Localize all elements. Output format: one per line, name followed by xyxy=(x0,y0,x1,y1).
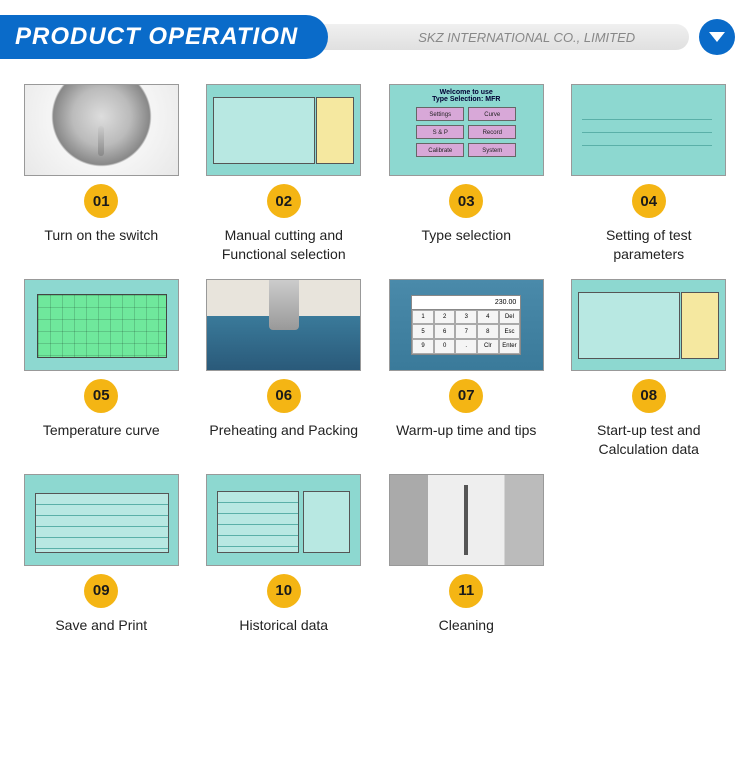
step-thumbnail xyxy=(206,279,361,371)
step-thumbnail xyxy=(571,279,726,371)
thumb-button: Curve xyxy=(468,107,516,121)
numpad-display: 230.00 xyxy=(412,296,520,310)
step-thumbnail xyxy=(24,84,179,176)
step-thumbnail: Welcome to useType Selection: MFR Setting… xyxy=(389,84,544,176)
step-caption: Type selection xyxy=(422,226,512,245)
step-thumbnail xyxy=(206,84,361,176)
thumb-button: System xyxy=(468,143,516,157)
step-thumbnail xyxy=(571,84,726,176)
page-header: PRODUCT OPERATION SKZ INTERNATIONAL CO.,… xyxy=(0,15,750,59)
numpad-key: 6 xyxy=(434,324,456,339)
step-thumbnail xyxy=(24,474,179,566)
numpad-key: 7 xyxy=(455,324,477,339)
numpad-key: 3 xyxy=(455,310,477,325)
step-number-badge: 07 xyxy=(449,379,483,413)
numpad-key: 4 xyxy=(477,310,499,325)
step-thumbnail: 230.001234Del 5678Esc 90.ClrEnter xyxy=(389,279,544,371)
step-item: 09 Save and Print xyxy=(20,474,183,635)
step-number-badge: 04 xyxy=(632,184,666,218)
numpad-key: 5 xyxy=(412,324,434,339)
step-item: 04 Setting of test parameters xyxy=(568,84,731,264)
step-caption: Preheating and Packing xyxy=(209,421,358,440)
step-item: 08 Start-up test and Calculation data xyxy=(568,279,731,459)
header-subbar: SKZ INTERNATIONAL CO., LIMITED xyxy=(318,24,689,50)
step-thumbnail xyxy=(389,474,544,566)
numpad-key: Clr xyxy=(477,339,499,354)
numpad-key: 0 xyxy=(434,339,456,354)
thumb-button: S & P xyxy=(416,125,464,139)
step-caption: Cleaning xyxy=(439,616,494,635)
thumb-button: Settings xyxy=(416,107,464,121)
step-caption: Manual cutting and Functional selection xyxy=(204,226,364,264)
step-caption: Start-up test and Calculation data xyxy=(569,421,729,459)
step-number-badge: 06 xyxy=(267,379,301,413)
step-number-badge: 03 xyxy=(449,184,483,218)
step-caption: Historical data xyxy=(239,616,328,635)
thumb-text: Type Selection: MFR xyxy=(432,96,500,103)
step-number-badge: 10 xyxy=(267,574,301,608)
step-caption: Warm-up time and tips xyxy=(396,421,536,440)
thumb-text: Welcome to use xyxy=(440,89,493,96)
step-item: 02 Manual cutting and Functional selectio… xyxy=(203,84,366,264)
numpad-key: 1 xyxy=(412,310,434,325)
thumb-button-grid: Settings Curve S & P Record Calibrate System xyxy=(416,107,516,157)
step-item: 11 Cleaning xyxy=(385,474,548,635)
step-number-badge: 09 xyxy=(84,574,118,608)
step-item: 05 Temperature curve xyxy=(20,279,183,459)
step-caption: Save and Print xyxy=(55,616,147,635)
step-caption: Setting of test parameters xyxy=(569,226,729,264)
header-title: PRODUCT OPERATION xyxy=(0,15,328,59)
steps-grid: 01Turn on the switch02Manual cutting and… xyxy=(0,84,750,654)
step-number-badge: 02 xyxy=(267,184,301,218)
step-item: 230.001234Del 5678Esc 90.ClrEnter 07 Warm-up… xyxy=(385,279,548,459)
step-caption: Turn on the switch xyxy=(44,226,158,245)
step-item: 10 Historical data xyxy=(203,474,366,635)
numpad-key: Esc xyxy=(499,324,521,339)
step-thumbnail xyxy=(24,279,179,371)
step-item: 01 Turn on the switch xyxy=(20,84,183,264)
chevron-down-icon[interactable] xyxy=(699,19,735,55)
company-name: SKZ INTERNATIONAL CO., LIMITED xyxy=(418,30,635,45)
thumb-button: Calibrate xyxy=(416,143,464,157)
step-number-badge: 08 xyxy=(632,379,666,413)
numpad-key: 2 xyxy=(434,310,456,325)
numpad-key: Del xyxy=(499,310,521,325)
numpad-key: Enter xyxy=(499,339,521,354)
step-number-badge: 05 xyxy=(84,379,118,413)
step-caption: Temperature curve xyxy=(43,421,160,440)
step-number-badge: 11 xyxy=(449,574,483,608)
thumb-button: Record xyxy=(468,125,516,139)
step-thumbnail xyxy=(206,474,361,566)
numpad: 230.001234Del 5678Esc 90.ClrEnter xyxy=(411,295,521,355)
step-item: 06 Preheating and Packing xyxy=(203,279,366,459)
numpad-key: 8 xyxy=(477,324,499,339)
numpad-key: 9 xyxy=(412,339,434,354)
step-item: Welcome to useType Selection: MFR Setting… xyxy=(385,84,548,264)
numpad-key: . xyxy=(455,339,477,354)
step-number-badge: 01 xyxy=(84,184,118,218)
